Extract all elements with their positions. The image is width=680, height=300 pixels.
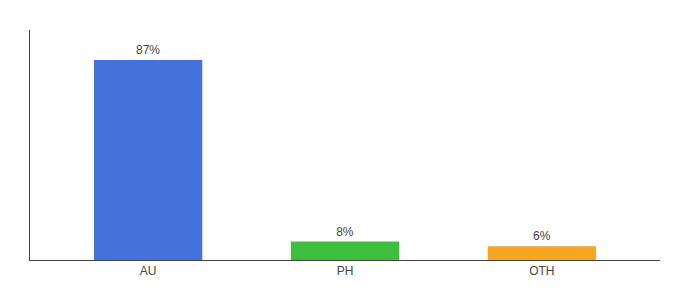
svg-text:AU: AU <box>140 264 157 278</box>
svg-text:OTH: OTH <box>529 264 554 278</box>
svg-text:87%: 87% <box>136 43 160 57</box>
svg-text:8%: 8% <box>336 225 354 239</box>
svg-text:PH: PH <box>337 264 354 278</box>
svg-text:6%: 6% <box>533 229 551 243</box>
